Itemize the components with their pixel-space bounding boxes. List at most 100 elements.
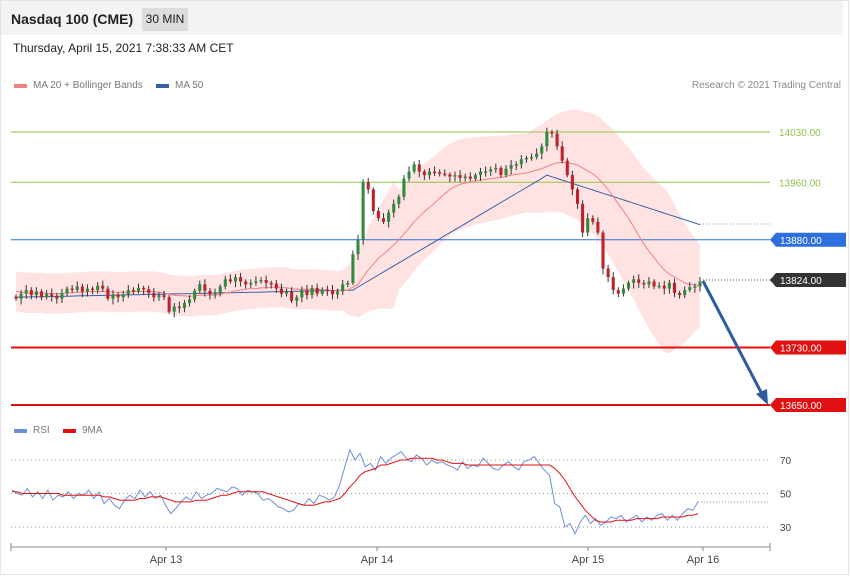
candle-body [223,279,227,287]
candle-body [325,289,329,291]
candle-body [126,290,130,295]
rsi-tick-1: 50 [780,490,792,501]
candle-body [233,277,238,282]
candle-body [678,292,682,296]
candle-body [621,288,625,294]
candle-body [601,232,605,269]
candle-body [34,291,38,296]
x-tick-label-1: Apr 14 [361,554,393,566]
candle-body [550,132,554,134]
candle-body [39,291,44,298]
level-tag-text-5: 13650.00 [780,401,822,412]
candle-body [50,293,54,296]
candle-body [647,281,651,285]
candle-body [397,196,401,204]
candle-body [65,288,69,293]
candle-body [91,288,95,291]
candle-body [80,286,84,292]
candle-body [565,160,569,176]
candle-body [249,282,253,285]
x-tick-label-0: Apr 13 [150,554,182,566]
candle-body [279,288,283,294]
candle-body [453,175,457,177]
ma20-legend-label: MA 20 + Bollinger Bands [33,80,143,91]
ma50-line [15,174,701,298]
candle-body [657,285,661,288]
candle-body [637,279,641,283]
candle-body [519,159,523,165]
candle-body [591,218,595,222]
ma20-legend-swatch [14,84,27,88]
candle-body [632,279,636,283]
candle-body [188,299,192,303]
candle-body [387,212,391,222]
candle-body [443,173,447,176]
candle-body [514,164,518,166]
candle-body [381,218,386,222]
candle-body [182,302,186,309]
rsi-tick-0: 70 [780,456,792,467]
candle-body [274,283,278,289]
candle-body [407,171,411,179]
candle-body [581,203,585,233]
candle-body [310,287,314,296]
candle-body [361,182,365,240]
candle-body [458,175,462,178]
ma50-legend-label: MA 50 [175,80,204,91]
candle-body [478,171,483,176]
candle-body [259,279,263,282]
x-tick-label-3: Apr 16 [687,554,719,566]
level-tag-text-3: 13824.00 [780,276,822,287]
candle-body [468,176,472,179]
timeframe-badge[interactable]: 30 MIN [142,8,188,31]
candle-body [213,292,217,295]
candle-body [60,292,64,299]
candle-body [254,281,258,283]
candle-body [606,268,610,278]
level-tag-text-4: 13730.00 [780,344,822,355]
candle-body [555,133,559,147]
candle-body [208,290,212,295]
rsi-legend-swatch [14,429,27,433]
instrument-title: Nasdaq 100 (CME) [11,11,134,27]
candle-body [504,168,508,176]
level-tag-2: 13880.00 [770,232,846,247]
candle-body [121,294,125,298]
candle-body [652,281,656,287]
candle-body [371,189,375,212]
candle-body [29,290,33,296]
candle-body [147,289,151,293]
candle-body [320,289,324,294]
candle-body [427,171,431,176]
candle-body [642,282,646,285]
level-tag-bg-3 [770,272,846,287]
candle-body [356,239,360,255]
candle-body [24,290,28,294]
level-tag-bg-4 [770,340,846,355]
level-tag-bg-2 [770,232,846,247]
candle-body [193,290,197,300]
candle-body [524,157,528,160]
level-tag-text-2: 13880.00 [780,236,822,247]
candle-body [698,281,702,287]
forecast-arrow-head [756,389,768,405]
candle-body [167,297,171,312]
candle-body [667,282,671,289]
candle-body [162,295,166,298]
candle-body [489,169,493,172]
candle-body [198,284,202,291]
candle-body [290,291,294,301]
candle-body [402,178,406,197]
candle-body [438,172,442,174]
candle-body [131,290,135,292]
candle-body [300,290,304,298]
candle-body [136,287,141,292]
candle-body [45,293,49,298]
candle-body [448,174,452,177]
level-tag-3: 13824.00 [770,272,846,287]
candle-body [545,132,549,147]
candle-body [433,171,437,174]
candle-body [203,284,207,291]
